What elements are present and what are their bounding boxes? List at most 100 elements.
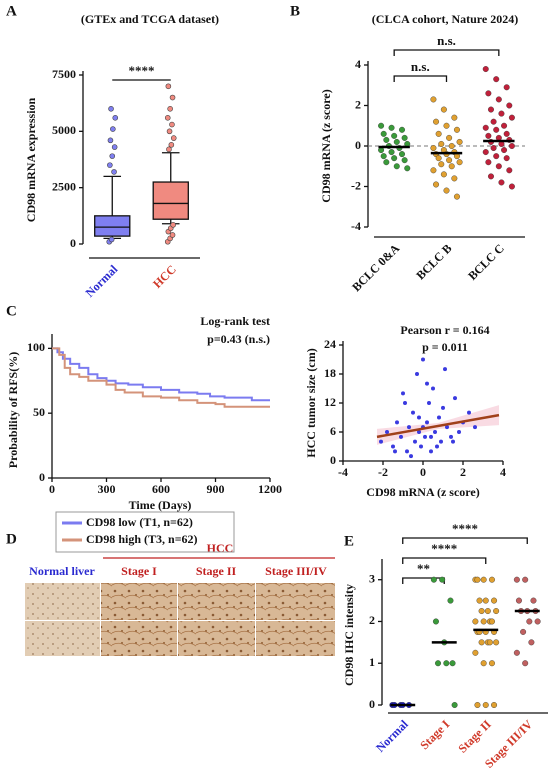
point <box>484 608 491 615</box>
point <box>530 597 537 604</box>
ihc-image <box>25 621 100 656</box>
point <box>438 161 445 168</box>
point <box>513 649 520 656</box>
significance-label: **** <box>129 63 155 78</box>
point <box>498 179 505 186</box>
point <box>508 183 515 190</box>
point <box>435 444 439 449</box>
point <box>401 157 408 164</box>
point <box>526 618 533 625</box>
box <box>152 181 189 220</box>
ihc-image <box>256 621 335 656</box>
column-label: Stage III/IV <box>265 564 327 578</box>
point <box>488 618 495 625</box>
point <box>391 444 395 449</box>
point <box>448 142 455 149</box>
point <box>435 130 442 137</box>
column-label: Stage I <box>121 564 157 578</box>
point <box>501 147 508 154</box>
x-tick-label: 900 <box>207 482 225 496</box>
legend-box <box>55 511 235 553</box>
point <box>482 66 489 73</box>
y-tick-label: 2 <box>355 97 361 111</box>
outlier <box>111 144 118 150</box>
point <box>421 357 425 362</box>
outlier <box>108 236 115 243</box>
point <box>427 401 431 405</box>
point <box>490 145 497 152</box>
y-tick-label: 18 <box>324 366 336 380</box>
point <box>433 181 440 188</box>
outlier <box>165 83 172 90</box>
y-tick-label: 7500 <box>52 67 76 81</box>
y-axis-label: HCC tumor size (cm) <box>304 348 318 457</box>
point <box>474 576 481 583</box>
point <box>534 618 541 625</box>
y-axis-label: Probability of RFS(%) <box>6 352 20 468</box>
point <box>472 649 479 656</box>
point <box>493 639 500 646</box>
point <box>385 430 389 434</box>
x-tick-label: -2 <box>378 465 388 479</box>
point <box>485 132 492 139</box>
ihc-image <box>101 583 177 620</box>
fit-line <box>376 413 500 439</box>
point <box>430 167 437 174</box>
point <box>478 608 485 615</box>
outlier <box>169 94 176 101</box>
point <box>393 138 400 145</box>
group-label: HCC <box>207 541 234 555</box>
point <box>433 118 440 125</box>
outlier <box>168 142 175 148</box>
point <box>476 597 483 604</box>
outlier <box>107 162 113 168</box>
point <box>487 106 494 113</box>
panel-label: D <box>6 531 17 547</box>
point <box>440 171 447 178</box>
significance-label: n.s. <box>411 59 430 74</box>
x-tick-label: HCC <box>150 262 179 291</box>
point <box>501 122 508 129</box>
point <box>443 187 450 194</box>
y-tick-label: 3 <box>369 571 375 585</box>
panel-label: B <box>290 3 300 19</box>
panel-label: A <box>6 3 17 19</box>
point <box>493 76 500 83</box>
x-tick-label: -4 <box>338 465 348 479</box>
point <box>495 96 502 103</box>
y-tick-label: 0 <box>70 236 76 250</box>
point <box>456 138 463 145</box>
ihc-panel: HCC Normal liver Stage I Stage II Stage … <box>25 541 335 656</box>
point <box>404 165 411 172</box>
y-axis-label: CD98 mRNA (z score) <box>319 89 333 202</box>
y-tick-label: 4 <box>355 57 361 71</box>
point <box>433 430 437 434</box>
point <box>451 175 458 182</box>
outlier <box>169 121 175 128</box>
point <box>403 401 407 405</box>
point <box>383 159 390 166</box>
point <box>495 163 502 170</box>
outlier <box>107 137 114 144</box>
y-axis-label: CD98 IHC intensity <box>342 584 356 686</box>
significance-label: **** <box>431 541 457 556</box>
x-tick-label: 1200 <box>258 482 282 496</box>
point <box>438 140 445 147</box>
x-tick-label: 0 <box>49 482 55 496</box>
significance-bracket <box>393 75 448 82</box>
y-tick-label: 2500 <box>52 179 76 193</box>
point <box>383 136 390 143</box>
point <box>508 114 515 121</box>
chart-title: (CLCA cohort, Nature 2024) <box>372 12 518 26</box>
outlier <box>108 106 114 112</box>
point <box>482 124 489 131</box>
point <box>437 415 441 420</box>
point <box>378 122 385 129</box>
y-tick-label: 0 <box>355 138 361 152</box>
chart-title: (GTEx and TCGA dataset) <box>81 12 219 26</box>
point <box>493 126 500 133</box>
point <box>513 576 520 583</box>
y-tick-label: 6 <box>330 424 336 438</box>
point <box>506 102 513 109</box>
point <box>515 597 522 604</box>
